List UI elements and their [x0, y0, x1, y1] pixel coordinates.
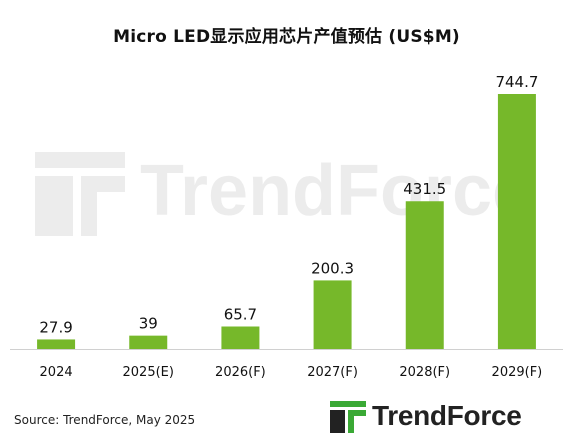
x-tick-labels: 2024 2025(E) 2026(F) 2027(F) 2028(F) 2029(F)	[40, 365, 543, 380]
source-note: Source: TrendForce, May 2025	[14, 413, 196, 427]
bar-2029(F)	[497, 94, 536, 349]
chart-title: Micro LED显示应用芯片产值预估 (US$M)	[113, 27, 460, 47]
bar-2026(F)	[221, 326, 260, 349]
trendforce-logo-icon	[330, 401, 366, 433]
x-tick-label: 2024	[40, 365, 73, 380]
watermark: TrendForce	[35, 150, 555, 240]
bar-2025(E)	[129, 335, 168, 349]
x-tick-label: 2025(E)	[123, 365, 174, 380]
data-label: 744.7	[495, 73, 538, 91]
data-labels: 27.9 39 65.7 200.3 431.5 744.7	[39, 73, 538, 336]
x-tick-label: 2027(F)	[307, 365, 358, 380]
data-label: 27.9	[39, 318, 72, 336]
data-label: 65.7	[224, 306, 257, 324]
data-label: 200.3	[311, 259, 354, 277]
watermark-logo-icon	[35, 152, 125, 236]
brand-logo: TrendForce	[330, 400, 565, 436]
x-tick-label: 2029(F)	[492, 365, 543, 380]
brand-name: TrendForce	[372, 400, 522, 431]
data-label: 431.5	[403, 180, 446, 198]
x-tick-label: 2026(F)	[215, 365, 266, 380]
bars	[37, 94, 536, 349]
bar-2028(F)	[405, 201, 444, 349]
bar-2027(F)	[313, 280, 352, 349]
x-tick-label: 2028(F)	[399, 365, 450, 380]
watermark-text: TrendForce	[140, 151, 533, 231]
bar-2024	[37, 339, 76, 349]
data-label: 39	[139, 315, 158, 333]
